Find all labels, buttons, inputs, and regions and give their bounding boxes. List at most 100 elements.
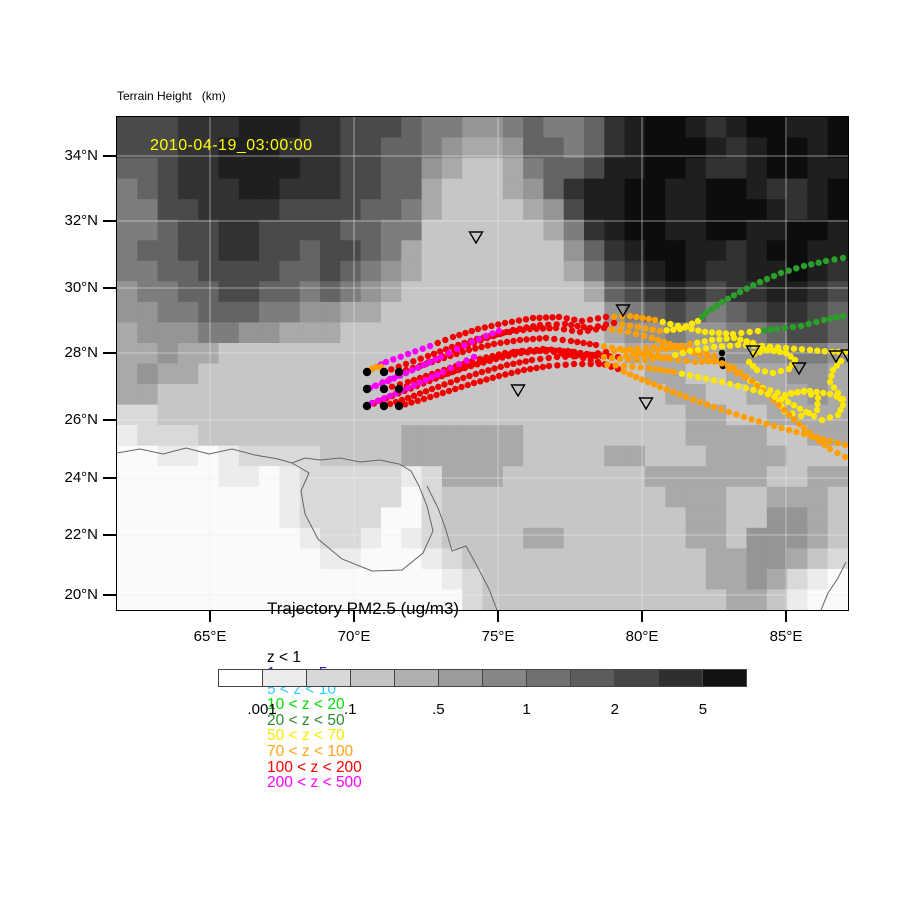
terrain-cell <box>299 384 321 406</box>
colorbar-tick-label: 5 <box>698 701 708 718</box>
terrain-cell <box>259 281 280 303</box>
terrain-cell <box>177 507 199 529</box>
terrain-cell <box>117 589 138 610</box>
trajectory-dot <box>499 354 506 361</box>
terrain-cell <box>807 507 829 529</box>
terrain-cell <box>198 404 220 426</box>
terrain-cell <box>401 158 423 180</box>
terrain-cell <box>441 425 463 447</box>
terrain-cell <box>157 117 179 139</box>
lat-tick <box>103 419 116 421</box>
terrain-cell <box>157 589 179 610</box>
terrain-cell <box>665 466 687 488</box>
trajectory-dot <box>600 324 608 332</box>
trajectory-dot <box>526 325 534 333</box>
terrain-cell <box>462 568 484 590</box>
terrain-cell <box>198 219 220 241</box>
terrain-cell <box>381 158 402 180</box>
terrain-cell <box>340 466 362 488</box>
colorbar-cell <box>395 670 439 686</box>
trajectory-dot <box>813 318 820 326</box>
trajectory-dot <box>638 376 646 383</box>
terrain-cell <box>299 301 321 323</box>
terrain-cell <box>381 260 402 282</box>
trajectory-dot <box>703 401 711 408</box>
terrain-cell <box>320 199 341 221</box>
trajectory-dot <box>734 341 742 349</box>
terrain-cell <box>726 137 748 159</box>
terrain-cell <box>746 425 768 447</box>
terrain-cell <box>502 548 524 570</box>
terrain-cell <box>462 281 484 303</box>
release-point-dot <box>379 384 389 394</box>
trajectory-dot <box>571 316 578 323</box>
site-marker-triangle <box>510 384 526 398</box>
terrain-cell <box>238 199 260 221</box>
trajectory-dot <box>696 398 704 406</box>
terrain-cell <box>705 178 727 200</box>
terrain-cell <box>827 322 848 344</box>
trajectory-dot <box>712 357 720 365</box>
terrain-cell <box>462 486 484 508</box>
terrain-cell <box>685 384 707 406</box>
terrain-cell <box>238 178 260 200</box>
terrain-cell <box>644 507 666 529</box>
coastline-path <box>820 561 847 610</box>
terrain-cell <box>787 548 808 570</box>
trajectory-dot <box>657 354 664 362</box>
trajectory-dot <box>718 349 726 357</box>
terrain-cell <box>766 548 788 570</box>
terrain-cell <box>218 384 240 406</box>
terrain-cell <box>340 281 362 303</box>
trajectory-dot <box>775 401 782 409</box>
trajectory-dot <box>648 334 656 342</box>
trajectory-dot <box>434 371 441 378</box>
terrain-cell <box>584 260 605 282</box>
terrain-cell <box>238 384 260 406</box>
terrain-cell <box>441 445 463 467</box>
trajectory-dot <box>708 329 716 336</box>
map-frame: 2010-04-19_03:00:00 Trajectory PM2.5 (ug… <box>116 116 849 790</box>
trajectory-dot <box>520 366 528 374</box>
terrain-cell <box>360 445 382 467</box>
trajectory-dot <box>789 323 797 331</box>
terrain-cell <box>299 260 321 282</box>
terrain-cell <box>807 486 829 508</box>
terrain-cell <box>604 219 626 241</box>
terrain-cell <box>198 548 220 570</box>
terrain-cell <box>807 137 829 159</box>
terrain-cell <box>401 301 423 323</box>
trajectory-dot <box>780 406 788 414</box>
terrain-cell <box>340 527 362 549</box>
trajectory-dot <box>781 324 789 332</box>
terrain-cell <box>766 240 788 262</box>
trajectory-dot <box>542 314 550 321</box>
trajectory-dot <box>422 376 430 384</box>
terrain-cell <box>157 137 179 159</box>
terrain-cell <box>198 240 220 262</box>
terrain-cell <box>604 199 626 221</box>
trajectory-dot <box>470 353 478 361</box>
terrain-cell <box>198 260 220 282</box>
terrain-cell <box>238 466 260 488</box>
terrain-cell <box>563 527 585 549</box>
trajectory-dot <box>529 314 537 322</box>
trajectory-dot <box>542 334 550 342</box>
terrain-cell <box>340 301 362 323</box>
terrain-cell <box>218 281 240 303</box>
trajectory-dot <box>618 321 626 328</box>
terrain-cell <box>746 507 768 529</box>
terrain-cell <box>320 219 341 241</box>
terrain-cell <box>157 260 179 282</box>
terrain-cell <box>644 240 666 262</box>
trajectory-dot <box>805 429 813 436</box>
terrain-cell <box>766 507 788 529</box>
legend-title: Trajectory PM2.5 (ug/m3) <box>267 599 460 619</box>
terrain-cell <box>157 527 179 549</box>
trajectory-dot <box>663 386 670 393</box>
terrain-cell <box>624 260 646 282</box>
trajectory-dot <box>578 317 586 325</box>
trajectory-dot <box>713 302 720 309</box>
trajectory-dot <box>787 353 794 360</box>
terrain-cell <box>259 486 280 508</box>
